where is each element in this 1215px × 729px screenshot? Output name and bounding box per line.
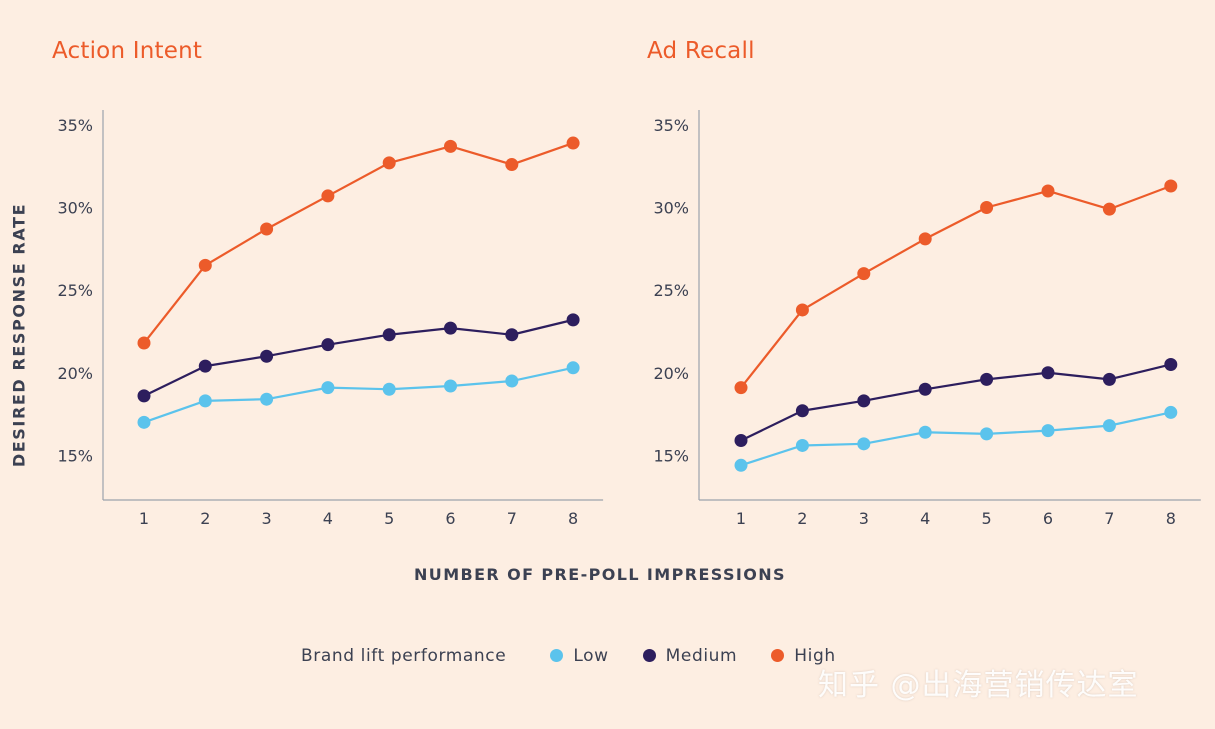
series-line-ad-recall-low: [739, 411, 1172, 467]
data-point-action-intent-low-4: [321, 381, 335, 395]
data-point-action-intent-medium-5: [382, 328, 396, 342]
data-point-ad-recall-low-2: [795, 438, 809, 452]
y-tick-label-action-intent-2: 25%: [57, 281, 93, 300]
data-point-action-intent-medium-4: [321, 338, 335, 352]
legend-label-medium: Medium: [665, 646, 738, 666]
data-point-ad-recall-low-7: [1102, 419, 1116, 433]
data-point-action-intent-low-1: [137, 415, 151, 429]
data-point-action-intent-high-6: [444, 139, 457, 153]
x-tick-label-action-intent-7: 8: [568, 509, 578, 528]
x-tick-label-action-intent-0: 1: [139, 509, 149, 528]
x-tick-label-ad-recall-2: 3: [859, 509, 869, 528]
data-point-ad-recall-medium-8: [1164, 357, 1178, 371]
data-point-ad-recall-high-1: [734, 381, 748, 395]
y-tick-label-ad-recall-2: 25%: [653, 281, 689, 300]
data-point-action-intent-medium-1: [137, 389, 151, 403]
data-point-ad-recall-high-2: [795, 303, 809, 317]
y-tick-label-action-intent-0: 15%: [57, 446, 93, 465]
y-tick-label-action-intent-1: 20%: [57, 364, 93, 383]
data-point-action-intent-low-8: [566, 361, 580, 375]
y-tick-label-ad-recall-1: 20%: [653, 364, 689, 383]
data-point-action-intent-low-6: [444, 379, 457, 393]
data-point-ad-recall-low-6: [1041, 424, 1055, 438]
x-tick-label-action-intent-4: 5: [384, 509, 394, 528]
data-point-ad-recall-high-6: [1041, 184, 1055, 198]
series-line-action-intent-high: [142, 141, 575, 345]
data-point-ad-recall-high-3: [857, 267, 871, 281]
chart-title-ad-recall: Ad Recall: [647, 38, 755, 64]
legend-item-medium: Medium: [642, 646, 738, 666]
data-point-ad-recall-high-4: [918, 232, 932, 246]
data-point-ad-recall-low-4: [918, 425, 932, 439]
x-tick-label-action-intent-1: 2: [200, 509, 210, 528]
data-point-action-intent-high-1: [137, 336, 151, 350]
watermark: 知乎 @出海营销传达室: [818, 668, 1139, 703]
x-tick-label-ad-recall-3: 4: [920, 509, 930, 528]
data-point-ad-recall-medium-5: [980, 372, 994, 386]
x-tick-label-ad-recall-4: 5: [982, 509, 992, 528]
data-point-ad-recall-low-8: [1164, 405, 1178, 419]
data-point-action-intent-high-4: [321, 189, 335, 203]
x-tick-label-action-intent-5: 6: [445, 509, 455, 528]
data-point-action-intent-low-7: [505, 374, 519, 388]
legend-item-high: High: [771, 646, 835, 666]
legend-dot-low: [550, 649, 564, 662]
y-tick-label-ad-recall-4: 35%: [653, 116, 689, 135]
legend-label-low: Low: [573, 646, 609, 666]
data-point-ad-recall-low-3: [857, 437, 871, 451]
x-tick-label-ad-recall-6: 7: [1104, 509, 1114, 528]
series-line-action-intent-low: [142, 366, 575, 424]
data-point-ad-recall-medium-1: [734, 434, 748, 448]
series-line-action-intent-medium: [142, 318, 575, 397]
data-point-ad-recall-medium-3: [857, 394, 871, 408]
data-point-action-intent-low-2: [198, 394, 212, 408]
data-point-ad-recall-high-8: [1164, 179, 1178, 193]
data-point-action-intent-high-8: [566, 136, 580, 150]
data-point-ad-recall-medium-7: [1102, 372, 1116, 386]
data-point-action-intent-low-3: [260, 392, 274, 406]
data-point-action-intent-high-2: [198, 258, 212, 272]
data-point-ad-recall-medium-6: [1041, 366, 1055, 380]
x-tick-label-ad-recall-5: 6: [1043, 509, 1053, 528]
series-line-ad-recall-high: [739, 184, 1172, 389]
legend-dot-medium: [642, 649, 656, 662]
data-point-action-intent-medium-7: [505, 328, 519, 342]
data-point-action-intent-medium-2: [198, 359, 212, 373]
data-point-action-intent-medium-3: [260, 349, 274, 363]
x-axis-label: NUMBER OF PRE-POLL IMPRESSIONS: [414, 565, 786, 584]
data-point-action-intent-low-5: [382, 382, 396, 396]
series-line-ad-recall-medium: [739, 363, 1172, 442]
data-point-action-intent-medium-6: [444, 321, 457, 335]
data-point-action-intent-high-7: [505, 158, 519, 172]
y-tick-label-ad-recall-3: 30%: [653, 199, 689, 218]
data-point-ad-recall-high-7: [1102, 202, 1116, 216]
legend-label-high: High: [794, 646, 836, 666]
data-point-ad-recall-medium-2: [795, 404, 809, 418]
x-tick-label-action-intent-2: 3: [262, 509, 272, 528]
legend-item-low: Low: [550, 646, 608, 666]
x-tick-label-ad-recall-7: 8: [1166, 509, 1176, 528]
data-point-action-intent-medium-8: [566, 313, 580, 327]
data-point-ad-recall-low-5: [980, 427, 994, 441]
data-point-ad-recall-low-1: [734, 458, 748, 472]
x-tick-label-action-intent-6: 7: [507, 509, 517, 528]
chart-title-action-intent: Action Intent: [52, 38, 203, 64]
data-point-ad-recall-medium-4: [918, 382, 932, 396]
x-tick-label-ad-recall-1: 2: [797, 509, 807, 528]
y-tick-label-action-intent-4: 35%: [57, 116, 93, 135]
legend-dot-high: [771, 649, 785, 662]
y-tick-label-action-intent-3: 30%: [57, 199, 93, 218]
x-tick-label-action-intent-3: 4: [323, 509, 333, 528]
data-point-action-intent-high-5: [382, 156, 396, 170]
data-point-action-intent-high-3: [260, 222, 274, 236]
x-tick-label-ad-recall-0: 1: [736, 509, 746, 528]
y-tick-label-ad-recall-0: 15%: [653, 446, 689, 465]
data-point-ad-recall-high-5: [980, 201, 994, 214]
legend: Brand lift performance Low Medium High: [301, 646, 864, 666]
legend-title: Brand lift performance: [301, 646, 507, 666]
